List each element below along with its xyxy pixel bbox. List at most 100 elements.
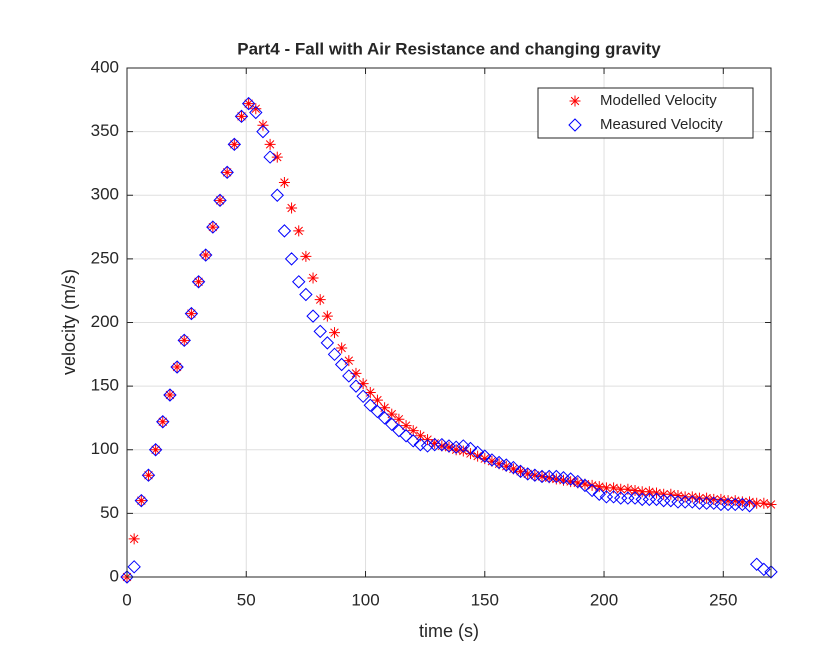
diamond-marker	[334, 357, 349, 372]
diamond-marker	[621, 491, 635, 505]
diamond-marker	[292, 275, 306, 289]
diamond-marker	[327, 347, 342, 362]
diamond-marker	[277, 224, 292, 238]
asterisk-marker	[500, 460, 512, 472]
diamond-marker	[284, 252, 299, 266]
asterisk-marker	[600, 482, 612, 494]
asterisk-marker	[557, 474, 569, 486]
legend: Modelled Velocity Measured Velocity	[537, 87, 754, 139]
diamond-marker	[420, 439, 435, 453]
y-tick-label: 250	[91, 248, 119, 267]
asterisk-marker	[400, 420, 412, 432]
diamond-marker	[385, 417, 399, 432]
asterisk-marker	[579, 478, 591, 490]
diamond-marker	[342, 369, 356, 383]
diamond-marker	[535, 469, 549, 484]
asterisk-marker	[758, 497, 770, 509]
diamond-marker	[656, 493, 671, 508]
asterisk-marker	[550, 473, 562, 485]
diamond-marker	[470, 445, 485, 460]
asterisk-marker	[686, 491, 698, 503]
y-tick-label: 200	[91, 312, 119, 331]
diamond-marker	[163, 388, 177, 402]
diamond-marker	[356, 389, 370, 404]
asterisk-marker	[493, 458, 505, 470]
x-tick-label: 50	[237, 590, 256, 609]
x-tick-label: 150	[471, 590, 499, 609]
legend-label: Modelled Velocity	[600, 92, 717, 109]
asterisk-marker	[150, 444, 162, 456]
legend-label: Measured Velocity	[600, 116, 723, 133]
diamond-marker	[692, 496, 707, 510]
diamond-marker	[392, 423, 406, 438]
y-tick-label: 350	[91, 121, 119, 140]
diamond-marker	[141, 468, 156, 482]
asterisk-marker	[286, 202, 298, 214]
asterisk-marker	[343, 355, 355, 367]
diamond-marker	[399, 429, 413, 443]
diamond-marker	[478, 449, 492, 463]
diamond-marker	[614, 491, 628, 505]
asterisk-marker	[228, 138, 240, 150]
asterisk-marker	[350, 367, 362, 379]
x-axis-label: time (s)	[419, 621, 479, 641]
diamond-marker	[485, 453, 499, 467]
diamond-marker	[349, 379, 363, 393]
ticks: 0 50 100 150 200 250 0 50 100 150 200 250 300 350 400	[91, 57, 771, 609]
asterisk-marker	[243, 98, 255, 110]
diamond-marker	[191, 275, 206, 289]
asterisk-marker	[715, 493, 727, 505]
diamond-marker	[592, 487, 606, 501]
asterisk-marker	[371, 394, 383, 406]
asterisk-marker	[457, 445, 469, 457]
diamond-marker	[568, 118, 582, 132]
asterisk-marker	[679, 491, 691, 503]
x-tick-label: 200	[590, 590, 618, 609]
asterisk-marker	[529, 469, 541, 481]
asterisk-marker	[543, 472, 555, 484]
asterisk-marker	[565, 476, 577, 488]
diamond-marker	[406, 434, 420, 448]
diamond-marker	[320, 336, 335, 350]
diamond-marker	[377, 411, 392, 425]
asterisk-marker	[736, 496, 748, 508]
diamond-marker	[184, 306, 199, 321]
asterisk-marker	[486, 455, 498, 467]
diamond-marker	[220, 165, 234, 180]
diamond-marker	[563, 472, 578, 486]
asterisk-marker	[142, 469, 154, 481]
asterisk-marker	[386, 408, 398, 420]
asterisk-marker	[235, 110, 247, 122]
diamond-marker	[714, 497, 728, 512]
diamond-marker	[313, 324, 327, 339]
asterisk-marker	[701, 492, 713, 504]
diamond-marker	[213, 193, 227, 208]
asterisk-marker	[135, 495, 147, 507]
asterisk-marker	[429, 437, 441, 449]
diamond-marker	[499, 458, 513, 472]
diamond-marker	[134, 493, 149, 508]
diamond-marker	[234, 109, 249, 124]
diamond-marker	[728, 497, 742, 512]
asterisk-marker	[264, 138, 276, 150]
marks	[120, 96, 778, 584]
diamond-marker	[199, 248, 213, 262]
diamond-marker	[370, 404, 385, 419]
diamond-marker	[578, 478, 592, 493]
asterisk-marker	[157, 416, 169, 428]
y-tick-label: 100	[91, 439, 119, 458]
asterisk-marker	[629, 484, 641, 496]
asterisk-marker	[536, 470, 548, 482]
diamond-marker	[363, 398, 377, 412]
diamond-marker	[148, 443, 163, 457]
x-tick-label: 100	[351, 590, 379, 609]
diamond-marker	[764, 565, 778, 579]
asterisk-marker	[608, 482, 620, 494]
diamond-marker	[585, 483, 599, 498]
asterisk-marker	[450, 444, 462, 456]
asterisk-marker	[722, 495, 734, 507]
diamond-marker	[127, 560, 141, 574]
diamond-marker	[227, 137, 242, 152]
asterisk-marker	[300, 250, 312, 262]
